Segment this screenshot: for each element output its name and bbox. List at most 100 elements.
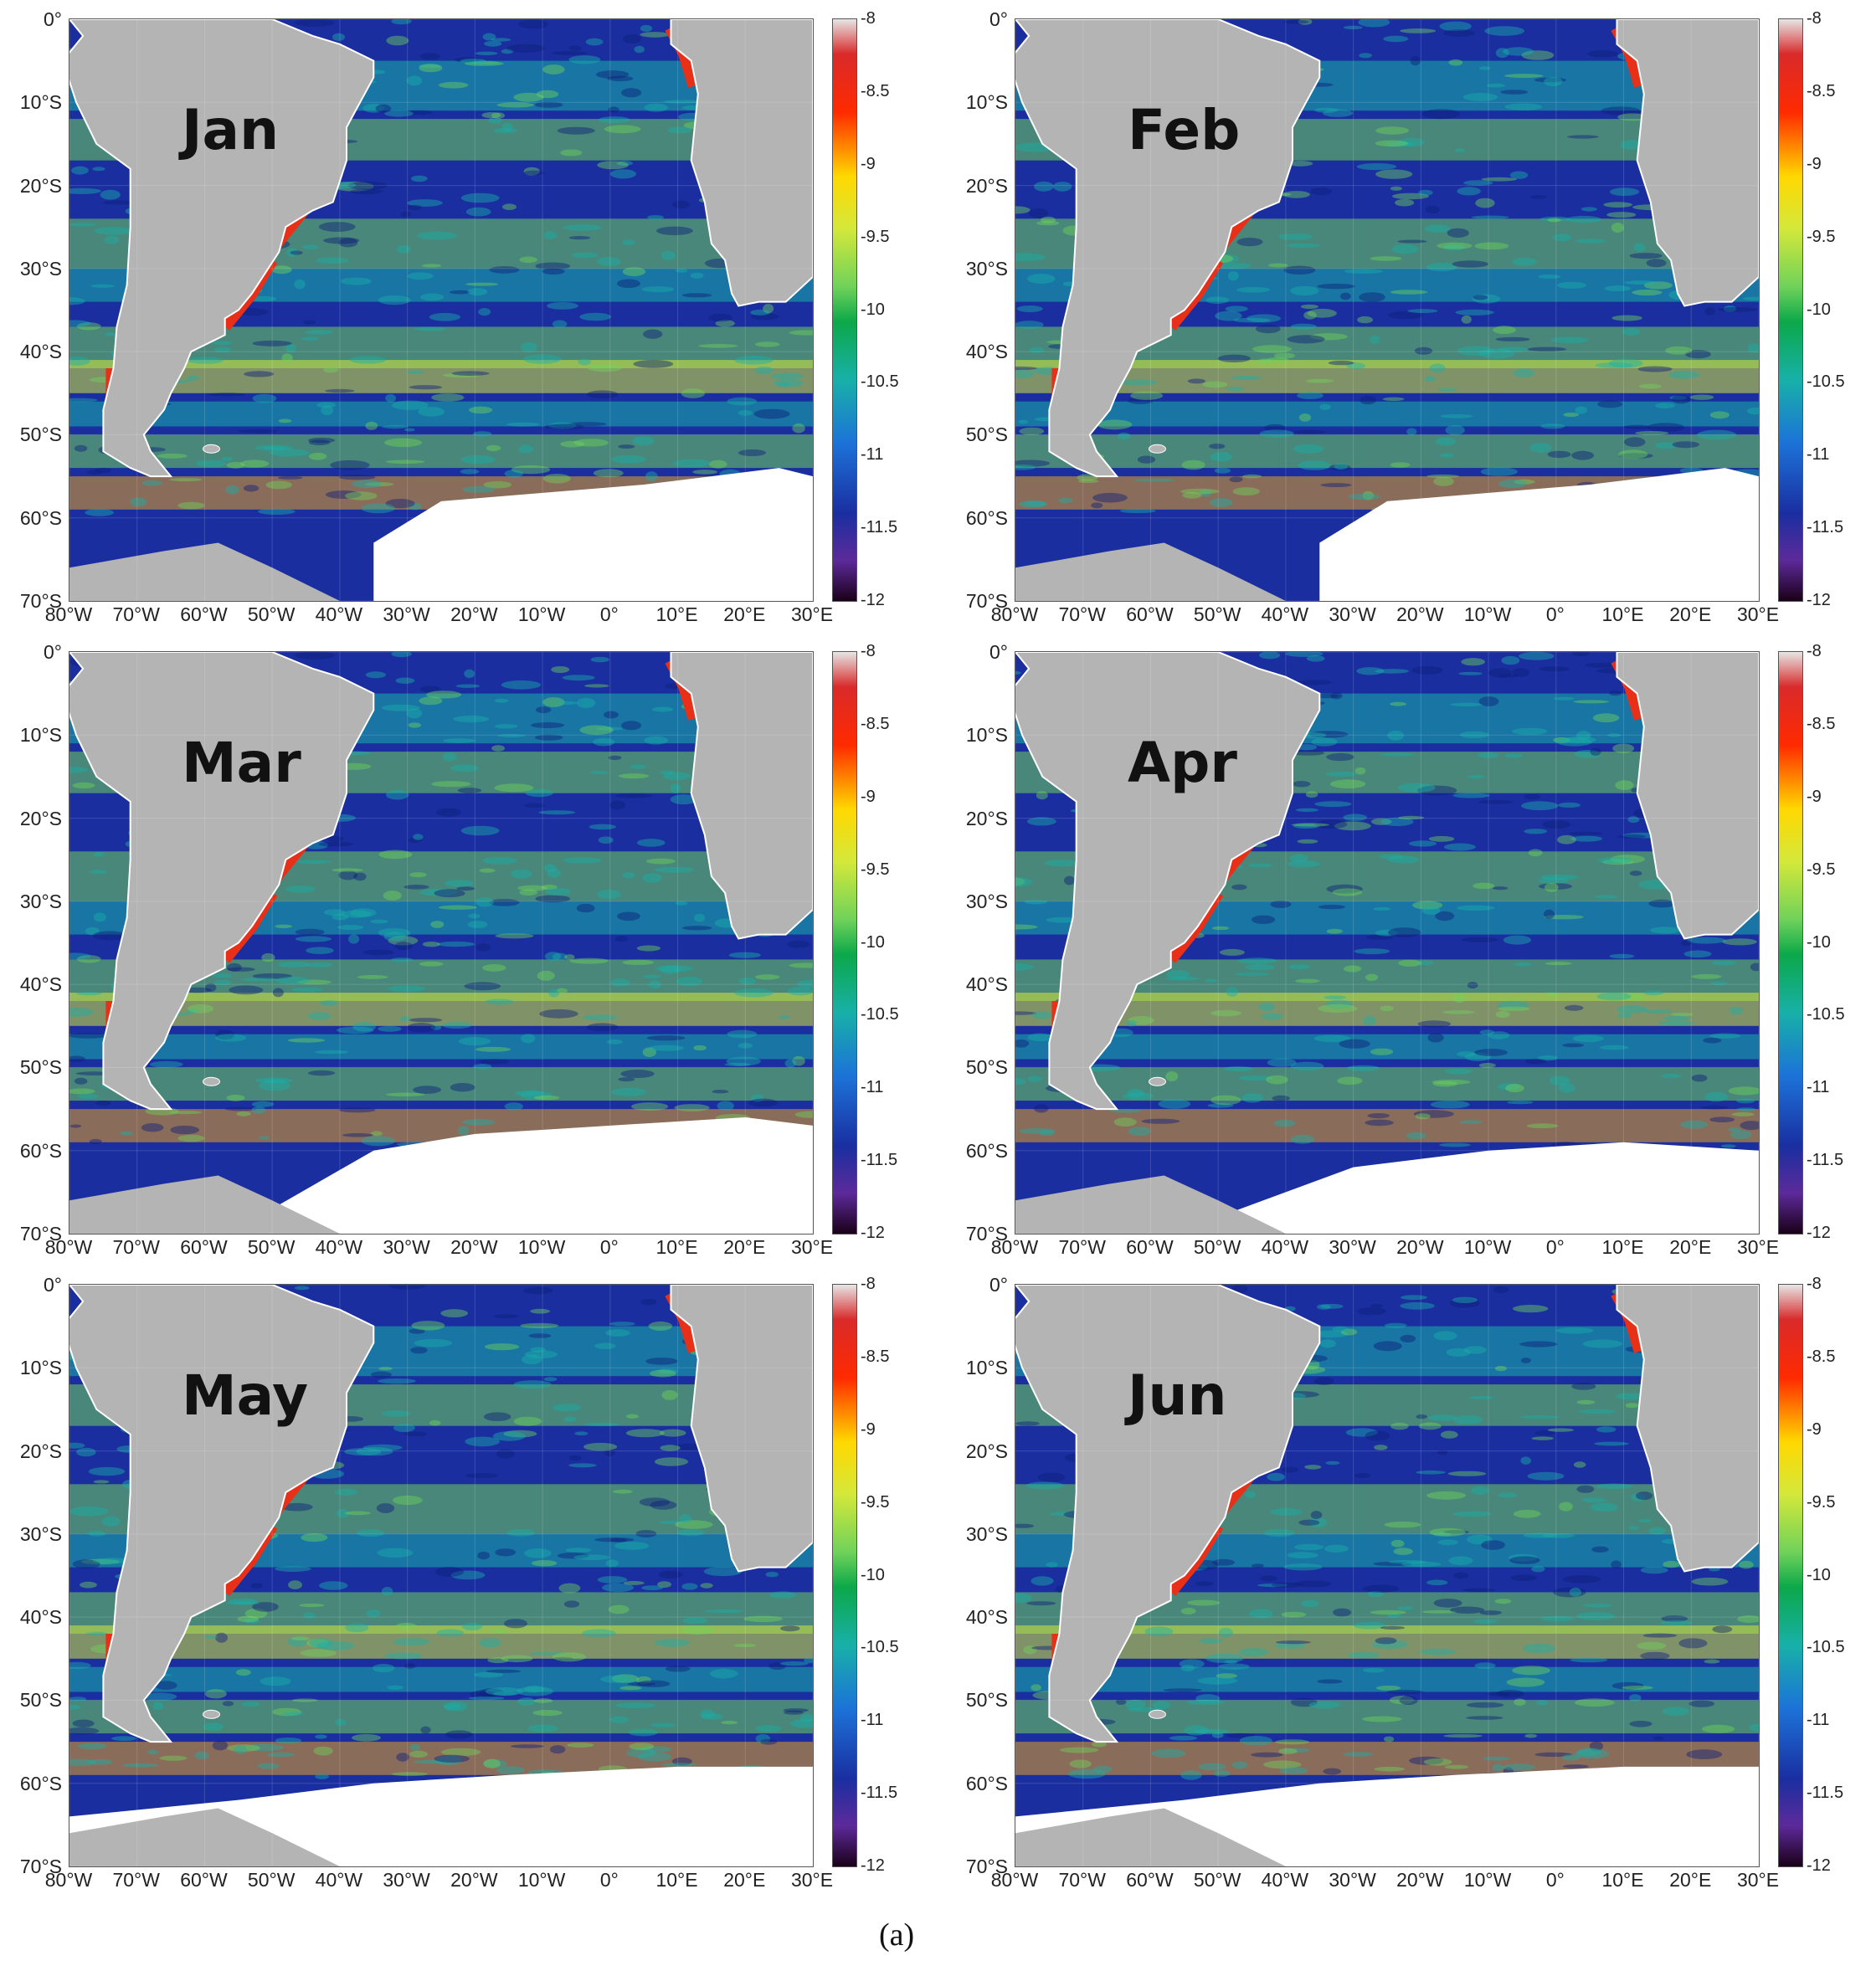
colorbar-tick-label: -9.5 [1807,860,1836,879]
month-label: Apr [1128,731,1237,795]
x-tick-label: 80°W [44,1869,93,1891]
panel-mar: Mar 0° 10°S 20°S 30°S 40°S 50°S 60°S 70°S 80°W 70°… [0,633,929,1265]
x-tick-label: 60°W [180,1869,228,1891]
colorbar-tick-label: -10.5 [1807,1638,1845,1657]
colorbar-tick-label: -9.5 [861,1492,890,1512]
x-tick-label: 10°E [1601,1236,1644,1258]
x-tick-label: 10°W [1463,603,1512,625]
panel-apr: Apr 0° 10°S 20°S 30°S 40°S 50°S 60°S 70°S 80°W 70°… [946,633,1875,1265]
colorbar-tick-label: -8 [1807,9,1822,28]
x-tick-label: 50°W [1193,603,1241,625]
x-tick-label: 10°W [1463,1236,1512,1258]
y-tick-label: 60°S [965,1139,1008,1162]
x-tick-label: 10°W [517,1869,566,1891]
map-area [69,1284,814,1867]
month-label: Mar [182,731,301,795]
x-tick-label: 20°E [723,1869,766,1891]
x-tick-label: 0° [1545,1869,1565,1891]
colorbar-tick-label: -8.5 [1807,1347,1836,1366]
y-tick-label: 70°S [19,590,62,612]
colorbar-tick-label: -11 [1807,1711,1830,1730]
x-tick-label: 20°W [1396,1869,1444,1891]
colorbar-tick-label: -10.5 [1807,372,1845,392]
figure-caption: (a) [879,1917,915,1953]
map-area [1015,651,1760,1235]
y-tick-label: 30°S [19,890,62,912]
x-tick-label: 10°E [1601,1869,1644,1891]
colorbar-tick-label: -12 [1807,1856,1831,1875]
colorbar-tick-label: -11 [861,445,884,465]
x-tick-label: 70°W [112,1869,160,1891]
colorbar-tick-label: -11 [861,1711,884,1730]
x-tick-label: 0° [1545,603,1565,625]
colorbar-tick-label: -10 [861,300,885,319]
y-tick-label: 0° [44,8,62,30]
month-label: May [182,1363,309,1428]
x-tick-label: 30°E [790,1236,834,1258]
y-tick-label: 0° [989,1274,1008,1296]
y-tick-label: 30°S [19,1522,62,1545]
x-tick-label: 0° [599,1236,619,1258]
y-tick-label: 0° [989,8,1008,30]
x-tick-label: 80°W [990,603,1039,625]
x-tick-label: 50°W [1193,1869,1241,1891]
y-tick-label: 50°S [19,423,62,446]
x-tick-label: 0° [599,603,619,625]
colorbar-tick-label: -9.5 [1807,1492,1836,1512]
y-tick-label: 30°S [965,1522,1008,1545]
y-tick-label: 60°S [965,1772,1008,1794]
x-tick-label: 20°E [723,603,766,625]
y-tick-label: 0° [44,1274,62,1296]
y-tick-label: 50°S [965,1056,1008,1079]
y-tick-label: 60°S [965,506,1008,529]
y-tick-label: 60°S [19,1139,62,1162]
x-tick-label: 40°W [315,1869,363,1891]
colorbar-tick-label: -10.5 [861,1638,899,1657]
x-tick-label: 30°E [790,603,834,625]
month-label: Feb [1128,98,1241,162]
x-tick-label: 0° [599,1869,619,1891]
y-tick-label: 0° [44,641,62,663]
map-area [69,651,814,1235]
x-tick-label: 80°W [990,1236,1039,1258]
colorbar-tick-label: -10 [1807,932,1831,952]
y-tick-label: 40°S [19,341,62,363]
panel-feb: Feb 0° 10°S 20°S 30°S 40°S 50°S 60°S 70°S 80°W 70°… [946,0,1875,633]
colorbar-tick-label: -9 [861,154,876,173]
y-tick-label: 30°S [19,257,62,280]
colorbar-tick-label: -10 [1807,300,1831,319]
colorbar-tick-label: -8.5 [1807,81,1836,100]
y-tick-label: 50°S [19,1056,62,1079]
x-tick-label: 50°W [247,1236,296,1258]
colorbar-tick-label: -11.5 [1807,1784,1844,1803]
x-tick-label: 30°W [1329,1869,1376,1891]
x-tick-label: 40°W [1261,1869,1309,1891]
y-tick-label: 20°S [965,1440,1008,1462]
x-tick-label: 30°W [1329,603,1376,625]
x-tick-label: 70°W [1058,1236,1106,1258]
x-tick-label: 60°W [1126,603,1174,625]
panel-may: May 0° 10°S 20°S 30°S 40°S 50°S 60°S 70°S 80°W 70°… [0,1265,929,1898]
x-tick-label: 10°E [655,603,698,625]
colorbar-tick-label: -12 [1807,591,1831,609]
y-tick-label: 70°S [965,1856,1008,1877]
y-tick-label: 40°S [19,1606,62,1629]
y-tick-label: 30°S [965,890,1008,912]
y-tick-label: 10°S [19,724,62,747]
x-tick-label: 80°W [990,1869,1039,1891]
colorbar-tick-label: -9 [1807,787,1822,806]
map-area [1015,1284,1760,1867]
y-tick-label: 10°S [965,724,1008,747]
y-tick-label: 20°S [965,174,1008,197]
colorbar [832,651,857,1235]
colorbar-tick-label: -12 [861,591,885,609]
colorbar-tick-label: -8.5 [1807,714,1836,733]
map-area [69,18,814,602]
y-tick-label: 20°S [19,1440,62,1462]
x-tick-label: 70°W [112,1236,160,1258]
panel-jan: Jan 0° 10°S 20°S 30°S 40°S 50°S 60°S 70°S 80°W 70°… [0,0,929,633]
colorbar-tick-label: -9.5 [861,227,890,246]
colorbar-tick-label: -11 [861,1078,884,1097]
x-tick-label: 60°W [1126,1236,1174,1258]
colorbar-tick-label: -8.5 [861,81,890,100]
